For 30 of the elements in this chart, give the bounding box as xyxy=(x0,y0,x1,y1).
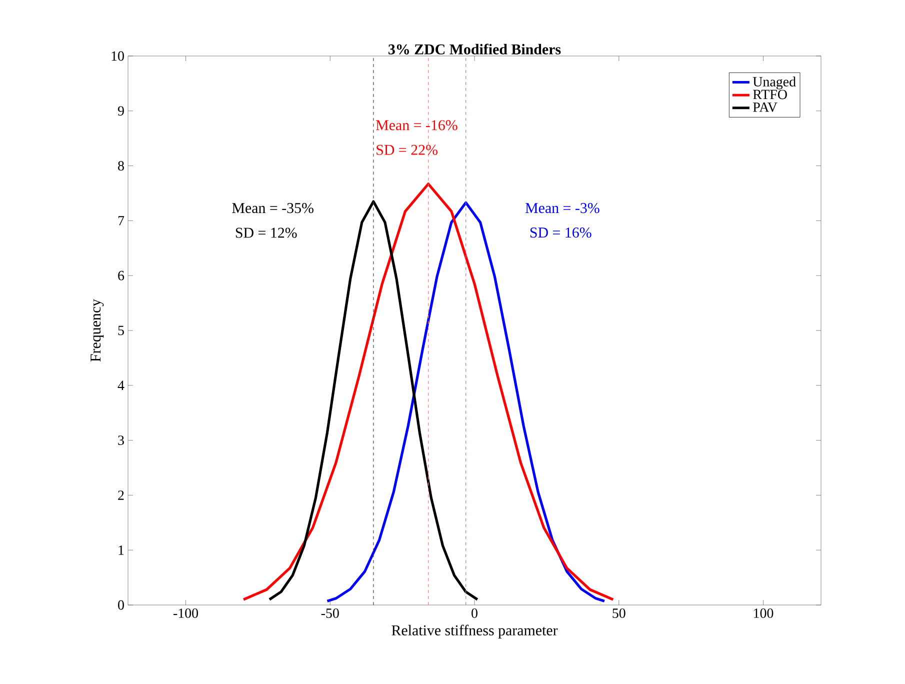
line-series xyxy=(326,201,606,602)
chart-title: 3% ZDC Modified Binders xyxy=(388,44,561,54)
annotation: Mean = -3% xyxy=(525,203,600,214)
annotation: Mean = -35% xyxy=(232,203,314,214)
y-tick-label: 10 xyxy=(112,51,124,61)
legend-label: PAV xyxy=(753,102,778,112)
legend-label: Unaged xyxy=(752,76,796,90)
y-tick-label: 7 xyxy=(118,216,124,226)
x-tick-label: -50 xyxy=(321,608,339,618)
x-tick-label: 0 xyxy=(472,608,478,618)
y-tick-label: 6 xyxy=(118,270,124,280)
y-tick-label: 9 xyxy=(118,106,124,116)
annotation: SD = 16% xyxy=(530,228,592,238)
y-tick-label: 2 xyxy=(118,490,124,500)
y-tick-label: 8 xyxy=(118,161,124,171)
x-tick-label: 100 xyxy=(754,608,774,618)
legend-label: RTFO xyxy=(753,90,787,100)
annotation: Mean = -16% xyxy=(376,120,458,130)
y-tick-label: 0 xyxy=(118,600,124,610)
y-tick-label: 5 xyxy=(118,326,124,336)
annotation: SD = 22% xyxy=(376,144,438,155)
y-tick-label: 4 xyxy=(118,380,124,390)
y-tick-label: 3 xyxy=(118,436,124,445)
line-series xyxy=(268,200,479,601)
x-tick-label: 50 xyxy=(612,608,626,618)
x-axis-title: Relative stiffness parameter xyxy=(392,624,558,638)
y-axis-title: Frequency xyxy=(90,299,104,362)
annotation: SD = 12% xyxy=(236,228,297,238)
y-tick-label: 1 xyxy=(118,545,124,555)
x-tick-label: -100 xyxy=(173,608,198,618)
